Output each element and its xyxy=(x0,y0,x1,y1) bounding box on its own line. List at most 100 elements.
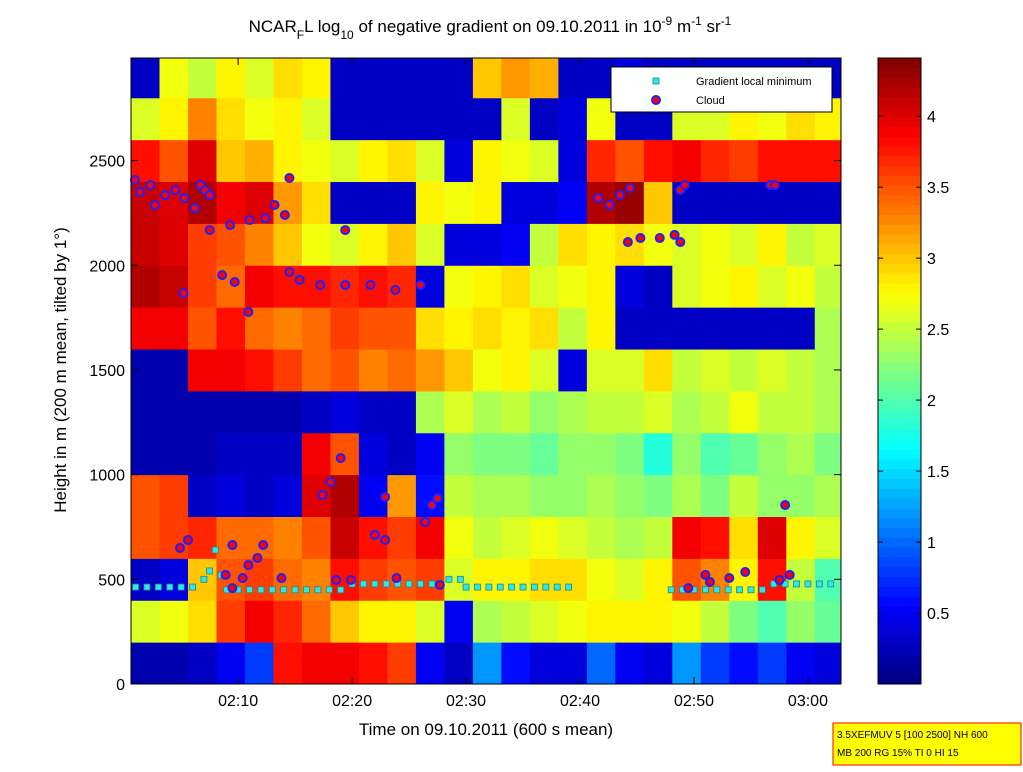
heat-cell xyxy=(615,474,645,518)
colorbar-step xyxy=(878,341,921,352)
y-axis-label: Height in m (200 m mean, tilted by 1°) xyxy=(51,227,70,513)
colorbar-step xyxy=(878,371,921,382)
heat-cell xyxy=(330,600,360,643)
colorbar-step xyxy=(878,537,921,548)
heat-cell xyxy=(444,181,474,224)
heat-cell xyxy=(444,432,474,476)
marker-square xyxy=(565,583,573,591)
marker-circle xyxy=(244,215,255,226)
heat-cell xyxy=(358,223,388,266)
heat-cell xyxy=(672,349,702,392)
heat-cell xyxy=(216,432,246,476)
colorbar-step xyxy=(878,165,921,176)
marker-circle xyxy=(784,569,795,580)
heat-cell xyxy=(358,58,388,99)
heat-cell xyxy=(216,642,246,685)
marker-circle xyxy=(135,186,146,197)
heat-cell xyxy=(558,558,588,601)
colorbar-step xyxy=(878,527,921,538)
colorbar-step xyxy=(878,664,921,675)
heat-cell xyxy=(729,558,759,601)
heat-cell xyxy=(131,642,160,685)
colorbar-step xyxy=(878,449,921,460)
heat-cell xyxy=(501,390,531,434)
colorbar-step xyxy=(878,674,921,685)
heat-cell xyxy=(814,390,842,434)
heat-cell xyxy=(301,97,331,141)
heat-cell xyxy=(131,58,160,99)
heat-cell xyxy=(558,307,588,350)
heat-cell xyxy=(444,642,474,685)
marker-circle xyxy=(170,185,181,196)
heat-cell xyxy=(187,139,217,183)
colorbar-step xyxy=(878,224,921,235)
heat-cell xyxy=(159,223,189,266)
heat-cell xyxy=(301,390,331,434)
footnote-line: MB 200 RG 15% TI 0 HI 15 xyxy=(837,748,959,759)
marker-circle xyxy=(654,233,665,244)
heat-cell xyxy=(244,139,274,183)
marker-square xyxy=(485,583,493,591)
heat-cell xyxy=(273,390,303,434)
colorbar-step xyxy=(878,468,921,480)
colorbar-step xyxy=(878,439,921,450)
heat-cell xyxy=(729,516,759,559)
heat-cell xyxy=(757,307,787,350)
marker-circle xyxy=(182,534,193,545)
heat-cell xyxy=(330,390,360,434)
heat-cell xyxy=(444,139,474,183)
colorbar-step xyxy=(878,87,921,98)
heat-cell xyxy=(700,474,730,518)
heat-cell xyxy=(159,307,189,350)
marker-circle xyxy=(149,199,160,210)
heat-cell xyxy=(615,265,645,308)
heat-cell xyxy=(700,181,730,224)
heat-cell xyxy=(586,558,616,601)
colorbar-tick-label: 4 xyxy=(927,109,936,126)
heat-cell xyxy=(558,432,588,476)
marker-square xyxy=(747,586,755,594)
y-tick-label: 500 xyxy=(98,572,125,589)
colorbar-step xyxy=(878,576,921,587)
x-tick-label: 03:00 xyxy=(788,693,828,710)
marker-circle xyxy=(284,172,295,183)
heat-cell xyxy=(757,474,787,518)
colorbar-step xyxy=(878,605,921,617)
marker-square xyxy=(291,586,299,594)
heat-cell xyxy=(273,58,303,99)
title-part: sr xyxy=(702,17,721,36)
marker-square xyxy=(652,77,660,85)
heat-cell xyxy=(672,474,702,518)
colorbar-step xyxy=(878,635,921,646)
heat-cell xyxy=(814,474,842,518)
heat-cell xyxy=(187,474,217,518)
heat-cell xyxy=(501,349,531,392)
heat-cell xyxy=(244,223,274,266)
heat-cell xyxy=(159,642,189,685)
heat-cell xyxy=(301,307,331,350)
marker-circle xyxy=(380,534,391,545)
heat-cell xyxy=(273,349,303,392)
heat-cell xyxy=(586,390,616,434)
heat-cell xyxy=(643,600,673,643)
colorbar-tick-label: 2 xyxy=(927,393,936,410)
marker-square xyxy=(200,575,208,583)
heat-cell xyxy=(729,265,759,308)
colorbar-step xyxy=(878,595,921,607)
x-axis-label: Time on 09.10.2011 (600 s mean) xyxy=(359,720,613,739)
y-tick-label: 1500 xyxy=(89,363,125,380)
marker-square xyxy=(553,583,561,591)
heat-cell xyxy=(501,265,531,308)
marker-square xyxy=(531,583,538,591)
heat-cell xyxy=(330,307,360,350)
heat-cell xyxy=(187,265,217,308)
heat-cell xyxy=(729,474,759,518)
heat-cell xyxy=(244,265,274,308)
heat-cell xyxy=(672,516,702,559)
colorbar xyxy=(878,58,921,685)
marker-circle xyxy=(204,225,215,236)
colorbar-step xyxy=(878,488,921,499)
heat-cell xyxy=(757,390,787,434)
heat-cell xyxy=(814,223,842,266)
